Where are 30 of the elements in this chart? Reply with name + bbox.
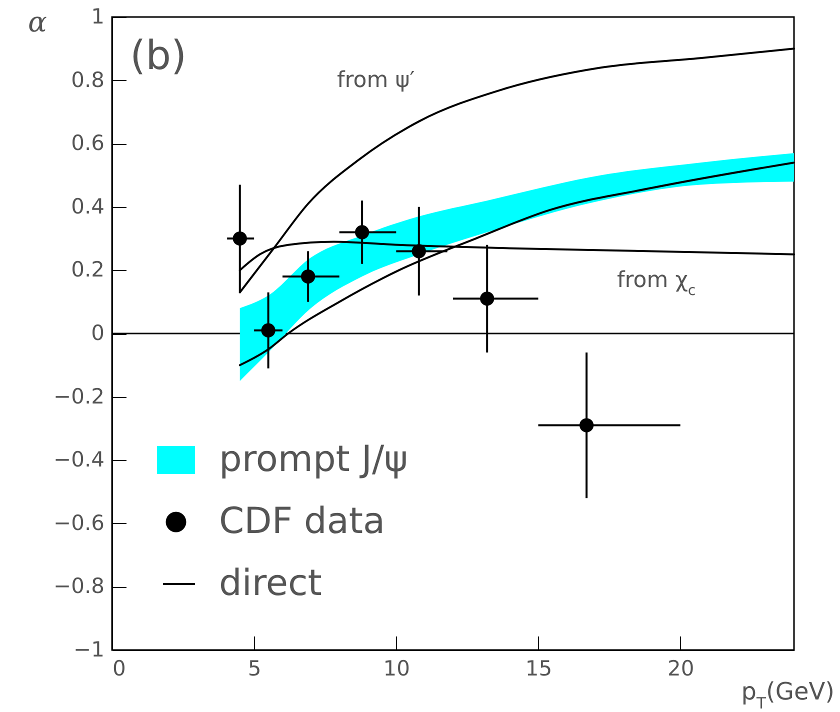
y-tick-label: 0.6 <box>71 131 104 156</box>
point <box>301 269 316 284</box>
point <box>354 225 370 240</box>
y-tick-label: 0.4 <box>71 194 104 218</box>
point <box>480 292 494 306</box>
x-tick-label: 10 <box>383 656 410 680</box>
y-tick-label: −0.6 <box>54 510 104 535</box>
legend-label: direct <box>219 563 322 604</box>
y-tick-label: −0.4 <box>54 448 104 472</box>
x-tick-label: 15 <box>525 656 552 680</box>
legend-label: prompt J/ψ <box>219 439 408 480</box>
y-tick-label: 0 <box>91 321 104 345</box>
x-axis-title: p$_{T}$(GeV) <box>741 678 834 712</box>
y-tick-label: −0.2 <box>54 384 104 408</box>
annotation: from ψ′ <box>337 68 415 93</box>
x-tick-label: 20 <box>667 656 694 680</box>
y-tick-label: 0.8 <box>71 68 104 92</box>
y-axis-title: α <box>28 6 48 38</box>
point <box>232 231 247 246</box>
y-tick-label: −1 <box>74 638 104 662</box>
point <box>579 418 594 432</box>
y-tick-label: 1 <box>91 4 104 28</box>
annotation: from χ$_{c}$ <box>617 268 696 299</box>
legend-label: CDF data <box>219 501 386 542</box>
y-tick-label: −0.8 <box>54 574 104 598</box>
x-tick-label: 5 <box>248 656 262 680</box>
point <box>261 323 276 338</box>
x-tick-label: 0 <box>112 656 126 680</box>
y-tick-label: 0.2 <box>71 258 104 282</box>
annotation: (b) <box>130 33 187 79</box>
